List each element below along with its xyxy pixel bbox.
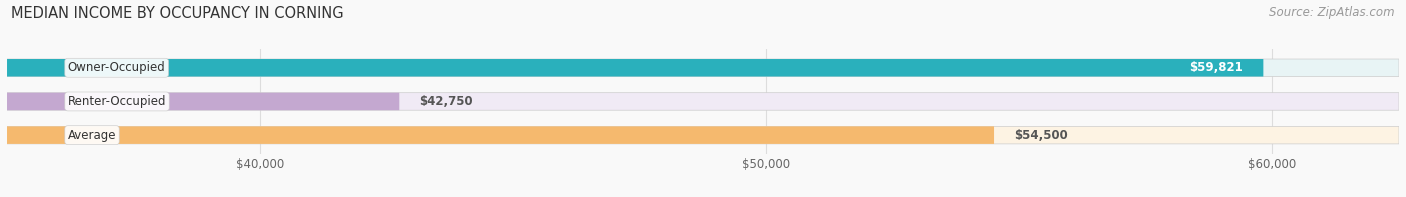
Text: $59,821: $59,821 xyxy=(1189,61,1243,74)
Text: $42,750: $42,750 xyxy=(419,95,474,108)
Text: Renter-Occupied: Renter-Occupied xyxy=(67,95,166,108)
Text: Owner-Occupied: Owner-Occupied xyxy=(67,61,166,74)
Text: Source: ZipAtlas.com: Source: ZipAtlas.com xyxy=(1270,6,1395,19)
FancyBboxPatch shape xyxy=(7,126,994,144)
FancyBboxPatch shape xyxy=(7,59,1399,76)
Text: Average: Average xyxy=(67,129,117,142)
Text: MEDIAN INCOME BY OCCUPANCY IN CORNING: MEDIAN INCOME BY OCCUPANCY IN CORNING xyxy=(11,6,344,21)
FancyBboxPatch shape xyxy=(7,93,1399,110)
FancyBboxPatch shape xyxy=(7,93,399,110)
FancyBboxPatch shape xyxy=(7,59,1264,76)
FancyBboxPatch shape xyxy=(7,126,1399,144)
Text: $54,500: $54,500 xyxy=(1014,129,1069,142)
